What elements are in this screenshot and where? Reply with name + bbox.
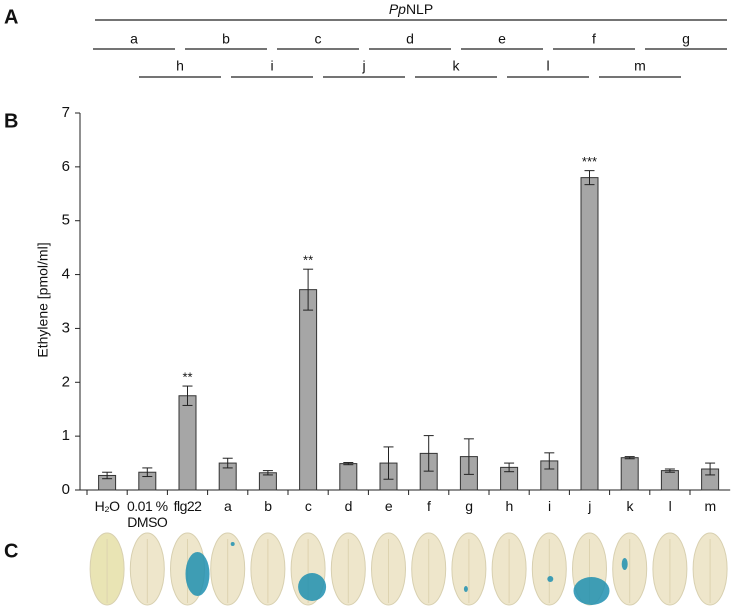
significance: ** (303, 253, 313, 268)
x-tick-label: m (704, 498, 717, 514)
bar (178, 395, 197, 491)
stain (298, 573, 327, 601)
panel-label: A (4, 6, 18, 28)
x-tick-label: g (465, 498, 473, 514)
x-tick-label: l (668, 498, 672, 514)
x-tick-label: a (224, 498, 232, 514)
peptide-label: i (270, 58, 273, 74)
x-tick-label: b (264, 498, 272, 514)
peptide-label: a (130, 31, 138, 47)
x-tick-label: f (426, 498, 431, 514)
x-tick-label: flg22 (173, 498, 202, 514)
peptide-label: m (634, 58, 646, 74)
stain (547, 576, 554, 582)
y-tick-label: 7 (62, 104, 70, 121)
x-tick-label: i (547, 498, 551, 514)
y-tick-label: 3 (62, 319, 70, 336)
significance: ** (182, 369, 192, 384)
protein-title-italic: Pp (389, 1, 406, 17)
stain (621, 558, 628, 570)
y-tick-label: 5 (62, 212, 70, 229)
x-tick-label: k (626, 498, 633, 514)
peptide-label: d (406, 31, 414, 47)
x-tick-label: h (505, 498, 513, 514)
x-tick-label: e (384, 498, 393, 514)
y-tick-label: 1 (62, 427, 70, 444)
x-tick-label: j (588, 498, 591, 514)
y-tick-label: 4 (62, 266, 70, 283)
stain (463, 586, 468, 592)
peptide-label: e (498, 31, 506, 47)
stain (573, 577, 610, 605)
y-tick-label: 6 (62, 158, 70, 175)
x-tick-label: 0.01 % DMSO (127, 498, 168, 530)
x-tick-label: c (304, 498, 312, 514)
y-tick-label: 2 (62, 373, 70, 390)
y-axis-label: Ethylene [pmol/ml] (35, 242, 51, 357)
peptide-label: h (176, 58, 184, 74)
peptide-label: c (315, 31, 322, 47)
significance: *** (582, 154, 597, 169)
peptide-label: f (592, 31, 596, 47)
peptide-label: j (361, 58, 365, 74)
bar (339, 463, 358, 491)
stain (230, 542, 235, 546)
peptide-label: k (453, 58, 461, 74)
y-tick-label: 0 (62, 481, 70, 498)
x-tick-label: d (344, 498, 353, 514)
bar (620, 457, 639, 491)
panel-label: C (4, 540, 18, 562)
stain (185, 552, 210, 596)
bar (299, 289, 318, 491)
bar (660, 470, 679, 491)
x-tick-label: H₂O (94, 498, 120, 514)
protein-title: PpNLP (389, 1, 433, 17)
bar (580, 177, 599, 491)
panel-label: B (4, 110, 18, 132)
peptide-label: l (546, 58, 549, 74)
protein-title-rest: NLP (406, 1, 433, 17)
peptide-label: b (222, 31, 230, 47)
peptide-label: g (682, 31, 690, 47)
